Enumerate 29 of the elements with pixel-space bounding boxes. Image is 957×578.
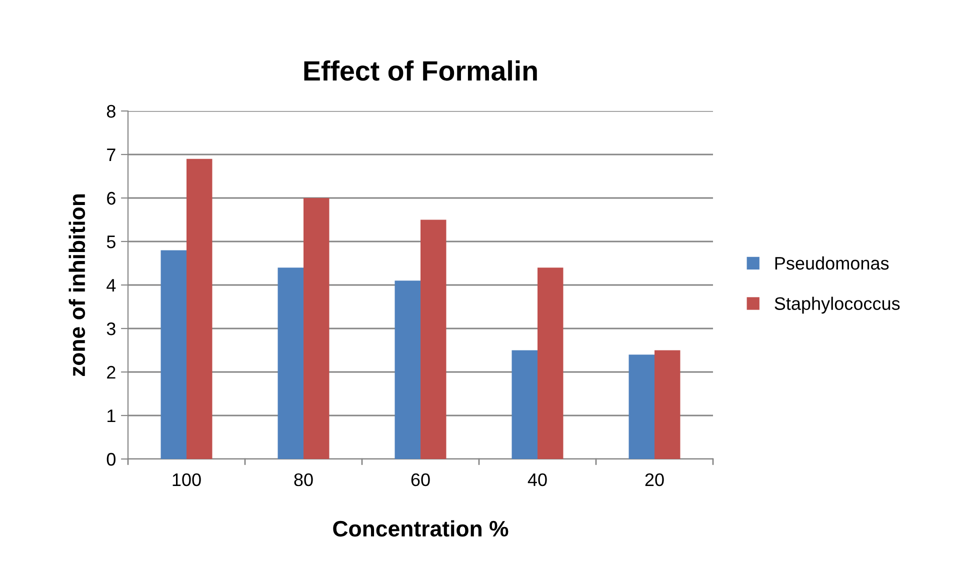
- bar: [160, 250, 186, 459]
- x-tick-label: 100: [172, 473, 201, 486]
- bar: [628, 354, 654, 459]
- legend-label: Pseudomonas: [775, 256, 889, 270]
- y-tick-label: 7: [107, 148, 116, 162]
- bar: [186, 158, 212, 459]
- y-tick-label: 3: [106, 322, 116, 336]
- y-axis-title: zone of inhibition: [68, 194, 86, 376]
- x-tick-label: 60: [411, 473, 430, 486]
- chart-title: Effect of Formalin: [304, 60, 537, 81]
- x-tick-label: 20: [645, 473, 664, 486]
- x-axis-title: Concentration %: [333, 520, 508, 537]
- x-tick-label: 80: [294, 473, 313, 486]
- legend-label: Staphylococcus: [774, 296, 900, 314]
- bar: [420, 220, 446, 459]
- bar: [304, 198, 330, 459]
- x-tick-label: 40: [528, 473, 547, 486]
- y-tick-label: 4: [106, 279, 116, 292]
- y-tick-label: 5: [106, 236, 116, 248]
- bar: [512, 350, 538, 459]
- y-tick-label: 1: [108, 410, 116, 422]
- y-tick-label: 2: [107, 366, 116, 379]
- bar: [538, 268, 564, 459]
- y-tick-label: 8: [106, 104, 116, 118]
- y-tick-label: 0: [106, 452, 116, 466]
- bar: [278, 268, 304, 459]
- y-tick-label: 6: [107, 192, 116, 205]
- bar: [394, 280, 420, 459]
- bar: [654, 350, 680, 459]
